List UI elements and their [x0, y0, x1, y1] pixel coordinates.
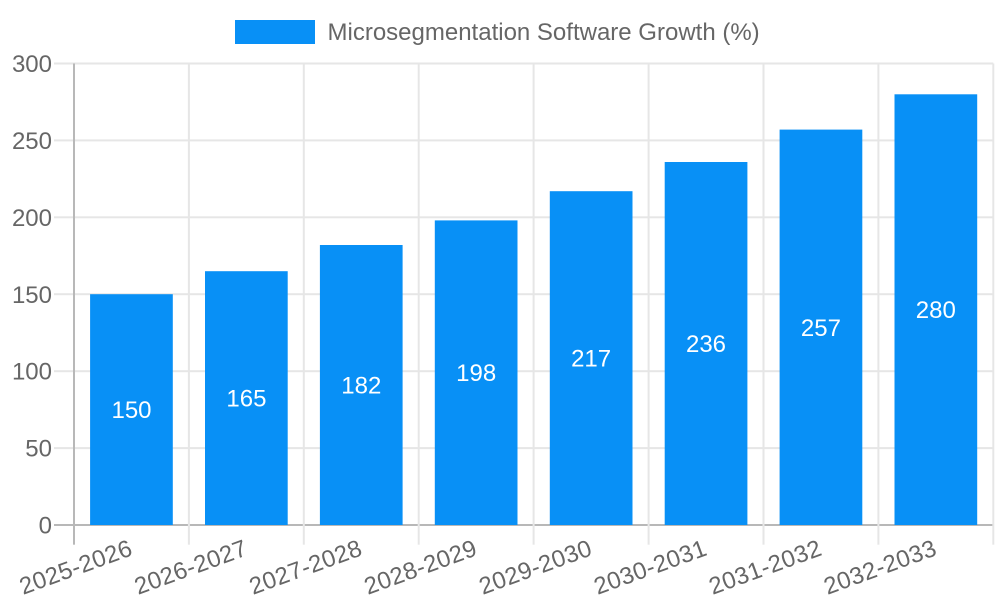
svg-text:198: 198	[456, 360, 496, 387]
svg-text:257: 257	[801, 315, 841, 342]
svg-text:182: 182	[341, 373, 381, 400]
svg-text:100: 100	[12, 359, 52, 386]
svg-text:Microsegmentation Software Gro: Microsegmentation Software Growth (%)	[328, 19, 760, 46]
svg-text:217: 217	[571, 346, 611, 373]
svg-text:0: 0	[39, 513, 52, 540]
svg-text:165: 165	[226, 386, 266, 413]
svg-text:150: 150	[111, 397, 151, 424]
svg-text:200: 200	[12, 205, 52, 232]
svg-text:50: 50	[25, 436, 52, 463]
svg-text:250: 250	[12, 128, 52, 155]
svg-text:236: 236	[686, 331, 726, 358]
svg-text:280: 280	[916, 297, 956, 324]
svg-text:300: 300	[12, 51, 52, 78]
svg-text:150: 150	[12, 282, 52, 309]
